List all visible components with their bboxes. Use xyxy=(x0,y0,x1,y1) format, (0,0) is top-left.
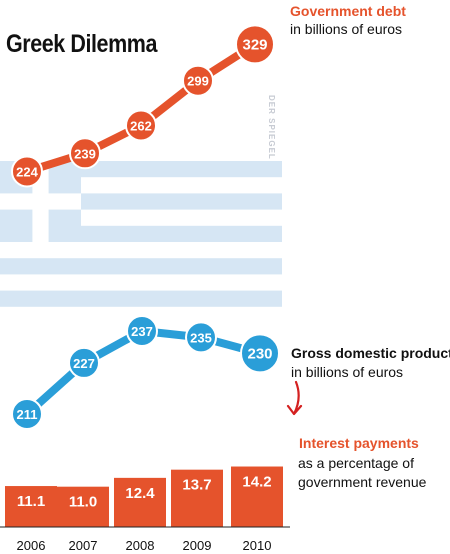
gdp-point xyxy=(11,398,43,430)
down-arrow-icon xyxy=(286,380,303,416)
debt-value-label: 262 xyxy=(130,118,152,133)
gdp-value-label: 237 xyxy=(131,324,153,339)
flag-stripe xyxy=(0,290,282,307)
interest-value-label: 12.4 xyxy=(125,485,155,502)
debt-point xyxy=(235,24,275,65)
gdp-point xyxy=(240,333,280,374)
flag-canton-square xyxy=(48,209,81,242)
gdp-value-label: 211 xyxy=(17,407,38,422)
line-series: 211 227 237 235 230 224 239 262 299 329 xyxy=(11,24,280,430)
gdp-point xyxy=(185,321,217,354)
interest-bar xyxy=(231,466,283,527)
interest-bar xyxy=(57,486,109,527)
gdp-point xyxy=(126,315,158,347)
interest-value-label: 11.1 xyxy=(17,493,45,510)
interest-value-label: 14.2 xyxy=(242,474,271,491)
gdp-point xyxy=(68,346,100,379)
debt-value-label: 224 xyxy=(16,164,38,179)
flag-stripe xyxy=(0,258,282,275)
debt-series-title: Government debt xyxy=(290,3,406,19)
year-tick-label: 2007 xyxy=(69,538,98,553)
interest-value-label: 13.7 xyxy=(182,477,211,494)
gdp-series-title: Gross domestic product xyxy=(291,345,450,361)
source-credit: DER SPIEGEL xyxy=(267,95,276,160)
debt-point xyxy=(11,155,43,188)
gdp-series-unit: in billions of euros xyxy=(291,364,404,380)
year-axis-labels: 2006 2007 2008 2009 2010 xyxy=(17,538,272,553)
year-tick-label: 2006 xyxy=(17,538,46,553)
flag-canton-square xyxy=(0,209,33,242)
debt-line xyxy=(23,40,259,176)
interest-bar xyxy=(5,486,57,527)
debt-point xyxy=(182,64,214,97)
debt-value-label: 239 xyxy=(74,146,96,161)
greek-flag-background xyxy=(0,161,282,307)
interest-bar xyxy=(114,477,166,527)
interest-bars: 11.1 11.0 12.4 13.7 14.2 xyxy=(0,466,290,528)
debt-value-label: 299 xyxy=(187,74,209,89)
gdp-value-label: 235 xyxy=(190,330,212,345)
interest-series-unit-2: government revenue xyxy=(298,474,427,490)
debt-series-unit: in billions of euros xyxy=(290,21,403,37)
debt-value-label: 329 xyxy=(242,36,267,53)
year-tick-label: 2010 xyxy=(243,538,272,553)
year-tick-label: 2008 xyxy=(126,538,155,553)
interest-series-title: Interest payments xyxy=(299,435,419,451)
interest-bar xyxy=(171,469,223,527)
year-tick-label: 2009 xyxy=(183,538,212,553)
interest-value-label: 11.0 xyxy=(69,494,97,511)
debt-point xyxy=(69,137,101,170)
gdp-value-label: 227 xyxy=(73,356,95,371)
interest-series-unit-1: as a percentage of xyxy=(298,455,414,471)
chart-title: Greek Dilemma xyxy=(6,30,157,58)
debt-point xyxy=(125,109,157,142)
gdp-value-label: 230 xyxy=(247,345,272,362)
